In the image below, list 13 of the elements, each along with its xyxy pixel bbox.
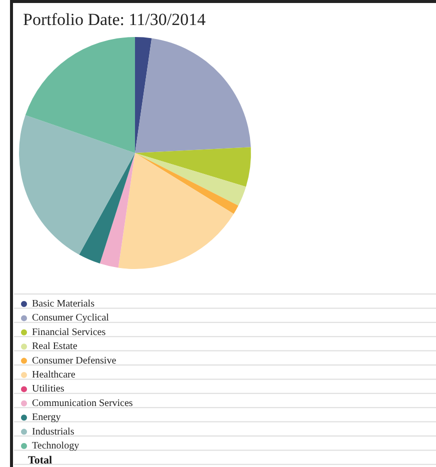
text: Total [28,454,52,466]
legend-label: Basic Materials [32,298,95,310]
legend-label: Real Estate [32,341,78,352]
legend-label: Energy [32,412,61,424]
legend-label: Healthcare [32,370,76,380]
chart-title: Portfolio Date: 11/30/2014 [23,10,206,29]
legend-label: Industrials [32,426,74,438]
legend-label: Consumer Defensive [32,355,117,366]
legend-label: Consumer Cyclical [32,312,110,324]
legend-label: Utilities [32,384,64,395]
legend-label: Communication Services [32,398,133,409]
legend-label: Technology [32,440,80,452]
legend-label: Financial Services [32,326,106,338]
